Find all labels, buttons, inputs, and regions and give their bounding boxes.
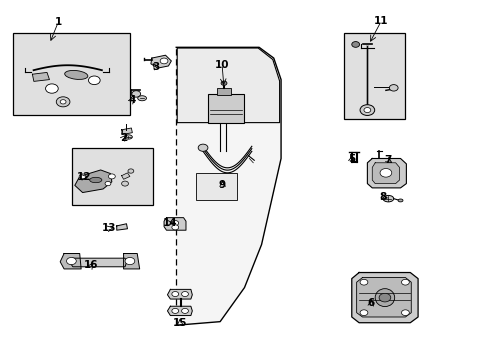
Circle shape [125, 257, 135, 265]
Text: 13: 13 [102, 224, 117, 233]
Circle shape [359, 279, 367, 285]
Circle shape [181, 292, 188, 297]
Text: 12: 12 [76, 172, 91, 182]
Ellipse shape [64, 71, 88, 80]
Circle shape [363, 108, 370, 113]
Polygon shape [151, 55, 171, 68]
Text: 7: 7 [384, 155, 391, 165]
Circle shape [45, 84, 58, 93]
Polygon shape [177, 48, 279, 123]
Polygon shape [122, 173, 130, 179]
Bar [195, 173, 237, 200]
Circle shape [171, 225, 178, 230]
Polygon shape [167, 289, 192, 299]
Circle shape [221, 81, 226, 85]
Ellipse shape [397, 199, 402, 202]
Circle shape [171, 309, 178, 314]
Polygon shape [75, 170, 112, 193]
Polygon shape [122, 128, 132, 134]
Text: 5: 5 [347, 154, 355, 164]
Ellipse shape [382, 195, 393, 202]
Circle shape [88, 76, 100, 85]
Circle shape [105, 181, 111, 186]
Circle shape [171, 292, 178, 297]
Bar [216, 88, 231, 95]
Bar [207, 94, 244, 123]
Circle shape [401, 279, 408, 285]
Text: 16: 16 [84, 260, 99, 270]
Polygon shape [356, 278, 410, 317]
Polygon shape [70, 258, 126, 267]
Circle shape [56, 97, 70, 107]
Polygon shape [117, 224, 127, 230]
Circle shape [198, 144, 207, 151]
Text: 8: 8 [379, 192, 386, 202]
Ellipse shape [124, 135, 132, 139]
Circle shape [181, 309, 188, 314]
Text: 9: 9 [219, 180, 225, 190]
Ellipse shape [138, 96, 146, 101]
Circle shape [359, 105, 374, 116]
Text: 4: 4 [128, 95, 136, 105]
Circle shape [128, 169, 134, 173]
Circle shape [359, 310, 367, 316]
Text: 11: 11 [373, 17, 387, 27]
Circle shape [108, 174, 115, 179]
Polygon shape [176, 47, 281, 325]
Polygon shape [60, 253, 81, 269]
Circle shape [378, 293, 390, 302]
Polygon shape [351, 273, 417, 323]
Polygon shape [167, 306, 192, 316]
Bar [344, 33, 405, 119]
Circle shape [122, 181, 128, 186]
Bar [13, 33, 130, 116]
Polygon shape [123, 253, 140, 269]
Circle shape [79, 174, 86, 179]
Circle shape [60, 100, 66, 104]
Text: 3: 3 [152, 62, 159, 72]
Text: 15: 15 [173, 319, 187, 328]
Ellipse shape [89, 177, 102, 183]
Circle shape [351, 41, 359, 47]
Circle shape [401, 310, 408, 316]
Text: 10: 10 [214, 59, 229, 69]
Text: 14: 14 [163, 218, 177, 228]
Circle shape [388, 85, 397, 91]
Circle shape [171, 221, 178, 226]
Circle shape [160, 58, 167, 64]
Circle shape [66, 257, 76, 265]
Polygon shape [371, 163, 399, 184]
Ellipse shape [374, 289, 394, 307]
Polygon shape [366, 158, 406, 188]
Text: 1: 1 [55, 17, 61, 27]
Polygon shape [32, 72, 49, 81]
Text: 2: 2 [120, 133, 127, 143]
Bar [72, 148, 153, 205]
Text: 6: 6 [367, 298, 374, 308]
Circle shape [132, 91, 141, 97]
Circle shape [379, 168, 391, 177]
Polygon shape [163, 218, 185, 230]
